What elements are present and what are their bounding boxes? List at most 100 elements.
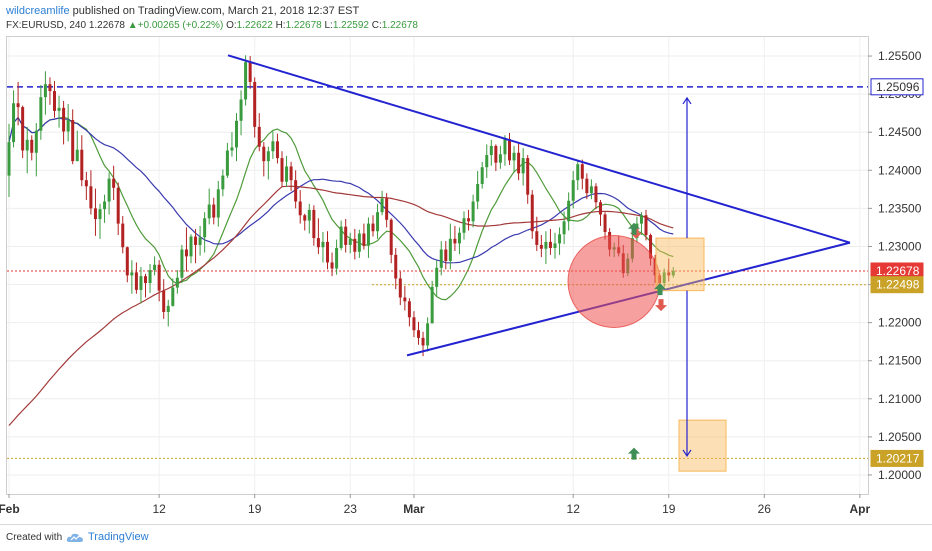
close-value: 1.22678: [381, 20, 418, 31]
candle-body: [421, 337, 425, 346]
x-tick-label: 26: [758, 502, 772, 516]
candle-body: [84, 180, 88, 187]
candle-body: [671, 270, 675, 276]
candle-body: [112, 178, 116, 188]
candle-body: [148, 270, 152, 284]
candle-body: [503, 139, 507, 155]
candle-body: [371, 223, 375, 232]
candle-body: [508, 139, 511, 161]
candle-body: [417, 330, 420, 338]
candle-body: [43, 84, 47, 98]
candle-body: [93, 208, 97, 220]
candle-body: [248, 62, 252, 82]
published-text: published on TradingView.com, March 21, …: [72, 5, 360, 17]
time-axis[interactable]: Feb 12 19 23 Mar 12 19 26 Apr: [0, 494, 871, 516]
candle-body: [544, 241, 548, 249]
change-up-icon: ▲: [127, 20, 138, 31]
candle-body: [412, 317, 416, 331]
candle-body: [75, 149, 79, 162]
candle-body: [53, 91, 56, 111]
candle-body: [203, 218, 207, 238]
high-value: 1.22678: [285, 20, 322, 31]
candle-body: [403, 297, 407, 302]
candle-body: [662, 272, 666, 284]
candle-body: [48, 84, 52, 92]
candle-body: [25, 139, 29, 151]
candle-body: [462, 218, 466, 233]
y-tick-label: 1.23000: [878, 239, 922, 253]
candle-body: [239, 99, 243, 121]
candle-body: [80, 149, 84, 181]
candle-body: [439, 249, 443, 268]
plot-border: [6, 36, 869, 495]
target-box: [678, 419, 727, 472]
candle-body: [380, 198, 384, 213]
last-price: 1.22678: [88, 20, 125, 31]
candle-body: [530, 194, 534, 232]
candle-body: [39, 97, 43, 131]
candle-body: [144, 276, 147, 284]
symbol-name[interactable]: FX:EURUSD, 240: [6, 20, 87, 31]
candle-body: [34, 130, 38, 153]
price-tag-label: 1.25096: [876, 80, 920, 94]
candle-body: [407, 301, 411, 318]
candle-body: [285, 166, 289, 182]
candle-body: [266, 151, 270, 162]
candle-body: [153, 264, 157, 271]
candle-body: [526, 158, 530, 195]
price-tag-label: 1.22498: [876, 278, 920, 292]
candle-body: [339, 226, 343, 248]
candle-body: [216, 189, 220, 218]
candle-body: [430, 286, 434, 324]
candle-body: [298, 201, 302, 216]
price-chart[interactable]: 1.255001.250001.245001.240001.235001.230…: [0, 36, 932, 524]
candle-body: [103, 201, 107, 210]
candle-body: [394, 254, 398, 279]
candle-body: [194, 236, 198, 245]
candle-body: [639, 215, 643, 224]
tradingview-link[interactable]: TradingView: [88, 531, 149, 543]
candle-body: [576, 164, 580, 181]
candle-body: [262, 146, 266, 162]
close-label: C:: [371, 20, 382, 31]
candle-body: [130, 272, 134, 276]
candle-body: [362, 233, 366, 246]
candle-body: [312, 209, 316, 239]
candle-body: [348, 238, 352, 245]
price-axis[interactable]: 1.255001.250001.245001.240001.235001.230…: [868, 49, 924, 482]
candle-body: [162, 290, 166, 312]
candle-body: [467, 218, 471, 222]
candle-body: [180, 249, 184, 278]
candle-body: [253, 81, 257, 127]
candle-body: [7, 142, 11, 176]
candle-body: [589, 186, 593, 194]
candle-body: [521, 158, 525, 174]
candle-body: [585, 178, 589, 194]
low-value: 1.22592: [332, 20, 369, 31]
candle-body: [567, 200, 571, 222]
created-with-label: Created with: [6, 532, 63, 543]
candle-body: [303, 215, 307, 221]
candle-body: [207, 204, 211, 219]
candle-body: [316, 238, 320, 248]
buy-arrow-icon: [654, 283, 666, 296]
candle-body: [376, 212, 380, 232]
price-tag: [870, 78, 924, 96]
price-tag-label: 1.22678: [876, 264, 920, 278]
entry-box: [655, 237, 705, 292]
candle-body: [471, 201, 475, 222]
candle-body: [307, 209, 311, 221]
candle-body: [553, 243, 557, 248]
candle-body: [558, 234, 562, 244]
candle-body: [30, 139, 34, 153]
candle-body: [212, 204, 216, 218]
high-label: H:: [275, 20, 286, 31]
author-link[interactable]: wildcreamlife: [6, 5, 70, 17]
x-tick-label: 12: [152, 502, 166, 516]
candle-body: [198, 237, 202, 245]
candle-body: [357, 233, 361, 252]
candle-body: [426, 323, 430, 346]
buy-arrow-icon: [628, 447, 640, 460]
ma-red-line: [8, 185, 674, 426]
up-arrowhead-icon: [682, 96, 692, 105]
